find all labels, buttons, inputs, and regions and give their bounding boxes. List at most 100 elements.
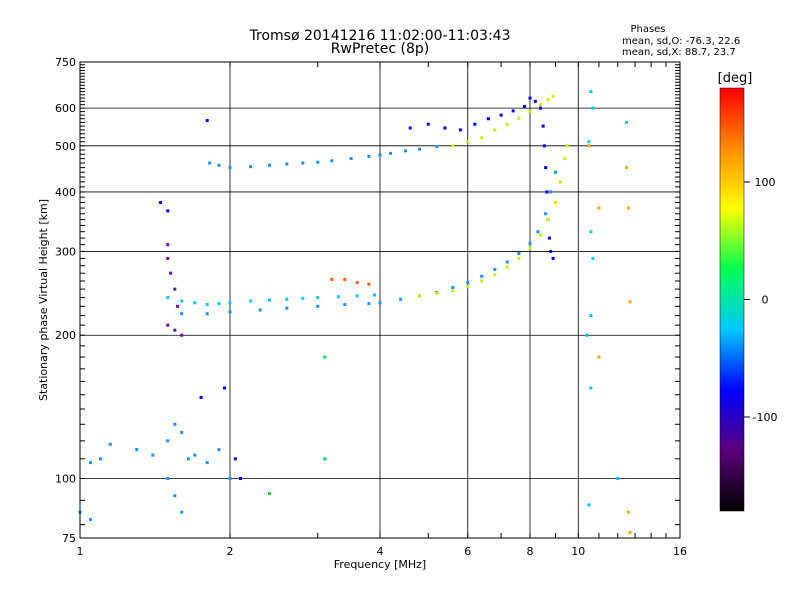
y-axis-label: Stationary phase Virtual Height [km] <box>37 199 50 401</box>
phase-mean-o: mean, sd,O: -76.3, 22.6 <box>622 36 740 47</box>
data-point <box>217 302 221 306</box>
data-point <box>451 285 455 289</box>
data-point <box>523 104 527 108</box>
data-point <box>228 301 232 305</box>
phase-mean-x: mean, sd,X: 88.7, 23.7 <box>622 47 736 58</box>
data-point <box>367 302 371 306</box>
data-point <box>301 161 305 165</box>
y-tick-label: 600 <box>55 102 76 115</box>
data-point <box>528 96 532 100</box>
data-point <box>151 453 155 457</box>
data-point <box>480 274 484 278</box>
data-point <box>330 159 334 163</box>
data-point <box>223 386 227 390</box>
data-point <box>166 209 170 213</box>
x-tick-label: 10 <box>571 545 585 558</box>
data-point <box>625 166 629 170</box>
y-tick-label: 100 <box>55 473 76 486</box>
data-point <box>228 477 232 481</box>
data-point <box>549 249 553 253</box>
data-point <box>176 304 180 308</box>
data-point <box>466 285 470 289</box>
data-point <box>166 477 170 481</box>
data-point <box>435 145 439 149</box>
data-point <box>285 162 289 166</box>
data-point <box>135 448 139 452</box>
data-point <box>443 126 447 130</box>
data-point <box>417 294 421 298</box>
x-axis-label: Frequency [MHz] <box>334 558 426 571</box>
colorbar-gradient <box>719 87 745 512</box>
data-point <box>378 153 382 157</box>
y-tick-label: 750 <box>55 56 76 69</box>
data-point <box>539 106 543 110</box>
x-tick-label: 16 <box>673 545 687 558</box>
grid-lines <box>80 62 680 538</box>
x-tick-label: 6 <box>464 545 471 558</box>
colorbar-label: [deg] <box>718 71 753 86</box>
data-point <box>399 297 403 301</box>
data-point <box>239 477 243 481</box>
data-point <box>373 293 377 297</box>
data-point <box>505 122 509 126</box>
data-point <box>589 90 593 94</box>
data-point <box>173 287 177 291</box>
data-point <box>108 442 112 446</box>
data-point <box>458 128 462 132</box>
data-point <box>493 128 497 132</box>
data-point <box>367 154 371 158</box>
data-point <box>597 206 601 210</box>
data-point <box>553 201 557 205</box>
data-point <box>505 265 509 269</box>
data-point <box>343 303 347 307</box>
colorbar-tick-label: -100 <box>753 411 778 424</box>
data-point <box>499 113 503 117</box>
data-point <box>480 136 484 140</box>
data-point <box>628 300 632 304</box>
data-point <box>378 301 382 305</box>
data-point <box>316 160 320 164</box>
data-points <box>78 90 632 535</box>
data-point <box>99 457 103 461</box>
y-tick-label: 200 <box>55 329 76 342</box>
data-point <box>355 281 359 285</box>
data-point <box>589 314 593 318</box>
data-point <box>546 98 550 102</box>
data-point <box>493 267 497 271</box>
data-point <box>173 494 177 498</box>
data-point <box>546 218 550 222</box>
data-point <box>186 457 190 461</box>
phase-heading: Phases <box>630 24 665 35</box>
data-point <box>451 144 455 148</box>
data-point <box>587 503 591 507</box>
data-point <box>205 461 209 465</box>
data-point <box>228 166 232 170</box>
data-point <box>166 323 170 327</box>
x-tick-label: 2 <box>227 545 234 558</box>
data-point <box>166 296 170 300</box>
data-point <box>541 124 545 128</box>
data-point <box>205 119 209 123</box>
data-point <box>267 163 271 167</box>
data-point <box>616 477 620 481</box>
data-point <box>89 461 93 465</box>
data-point <box>466 281 470 285</box>
data-point <box>166 256 170 260</box>
x-tick-label: 8 <box>527 545 534 558</box>
data-point <box>228 310 232 314</box>
data-point <box>426 122 430 126</box>
data-point <box>539 103 543 107</box>
data-point <box>403 149 407 153</box>
data-point <box>505 260 509 264</box>
colorbar-tick-label: 100 <box>755 176 776 189</box>
data-point <box>267 492 271 496</box>
data-point <box>285 306 289 310</box>
data-point <box>267 298 271 302</box>
data-point <box>563 157 567 161</box>
data-point <box>558 180 562 184</box>
data-point <box>89 518 93 522</box>
data-point <box>547 236 551 240</box>
data-point <box>549 190 553 194</box>
data-point <box>626 206 630 210</box>
